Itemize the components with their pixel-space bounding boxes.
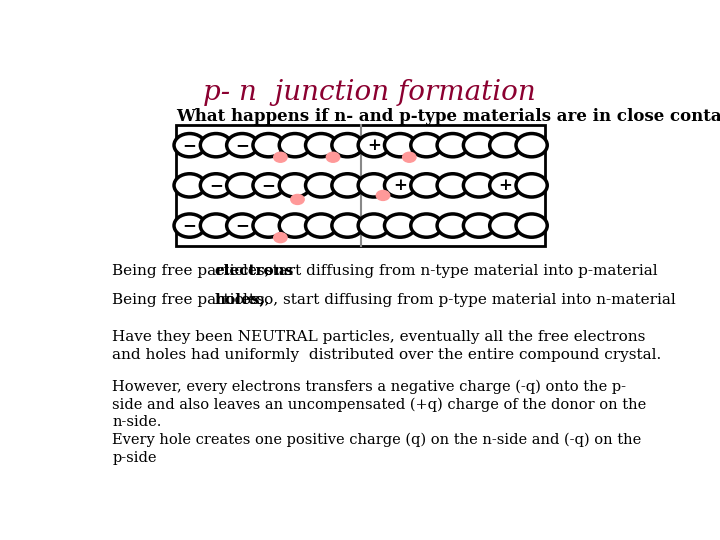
Circle shape [305,174,337,197]
Circle shape [332,214,363,237]
Circle shape [200,214,232,237]
FancyBboxPatch shape [176,125,545,246]
Text: −: − [261,177,276,194]
Circle shape [358,174,390,197]
Circle shape [437,174,468,197]
Text: −: − [183,217,197,234]
Circle shape [332,133,363,157]
Text: However, every electrons transfers a negative charge (-q) onto the p-
side and a: However, every electrons transfers a neg… [112,380,647,464]
Circle shape [490,133,521,157]
Circle shape [358,133,390,157]
Text: start diffusing from n-type material into p-material: start diffusing from n-type material int… [260,265,658,279]
Circle shape [274,152,287,162]
Circle shape [437,133,468,157]
Circle shape [490,214,521,237]
Circle shape [227,174,258,197]
Text: +: + [393,177,407,194]
Text: −: − [209,177,223,194]
Text: +: + [367,137,381,154]
Text: p- n  junction formation: p- n junction formation [202,79,536,106]
Circle shape [227,133,258,157]
Text: −: − [183,137,197,154]
Circle shape [464,133,495,157]
Circle shape [227,214,258,237]
Circle shape [253,214,284,237]
Circle shape [332,174,363,197]
Circle shape [326,152,340,162]
Text: +: + [498,177,512,194]
Circle shape [384,174,415,197]
Circle shape [464,214,495,237]
Circle shape [437,214,468,237]
Circle shape [291,194,304,205]
Circle shape [358,214,390,237]
Circle shape [464,174,495,197]
Circle shape [411,133,442,157]
Circle shape [377,191,390,200]
Text: Being free particles,: Being free particles, [112,293,275,307]
Circle shape [253,133,284,157]
Circle shape [305,214,337,237]
Circle shape [174,133,205,157]
Circle shape [384,214,415,237]
Circle shape [200,133,232,157]
Circle shape [490,174,521,197]
Circle shape [402,152,416,162]
Text: −: − [235,137,249,154]
Text: electrons: electrons [215,265,294,279]
Circle shape [305,133,337,157]
Text: too, start diffusing from p-type material into n-material: too, start diffusing from p-type materia… [244,293,676,307]
Text: Being free particles,: Being free particles, [112,265,275,279]
Circle shape [174,174,205,197]
Text: −: − [235,217,249,234]
Text: holes,: holes, [215,293,265,307]
Circle shape [279,214,310,237]
Circle shape [411,174,442,197]
Circle shape [411,214,442,237]
Circle shape [516,214,547,237]
Circle shape [279,133,310,157]
Circle shape [516,133,547,157]
Circle shape [279,174,310,197]
Circle shape [274,233,287,242]
Text: What happens if n- and p-type materials are in close contact?: What happens if n- and p-type materials … [176,109,720,125]
Circle shape [174,214,205,237]
Circle shape [516,174,547,197]
Text: Have they been NEUTRAL particles, eventually all the free electrons
and holes ha: Have they been NEUTRAL particles, eventu… [112,330,662,362]
Circle shape [384,133,415,157]
Circle shape [253,174,284,197]
Circle shape [200,174,232,197]
